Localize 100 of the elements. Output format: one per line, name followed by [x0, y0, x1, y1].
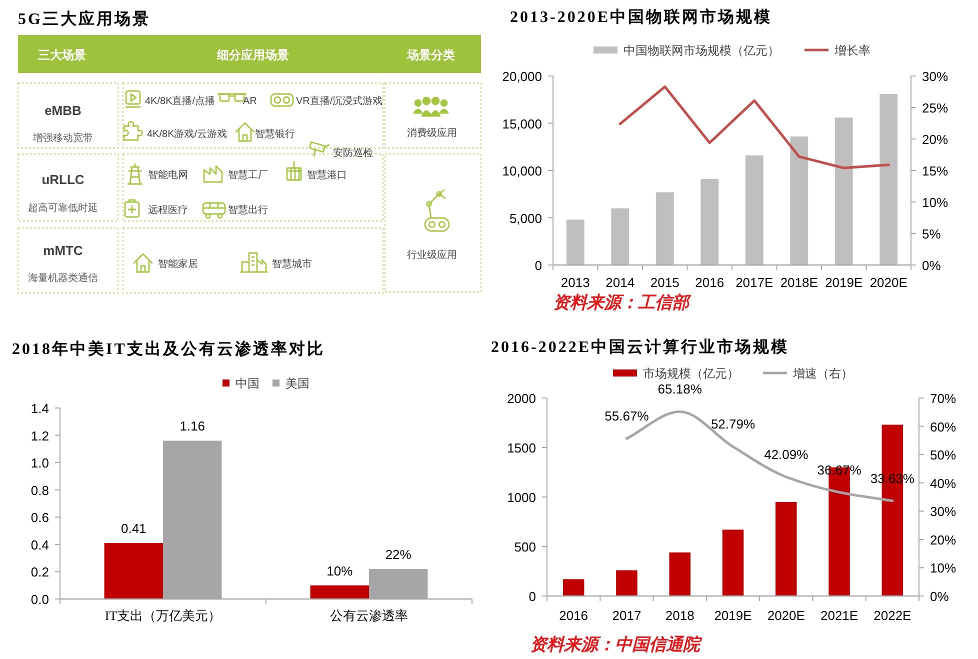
text: mMTC [43, 243, 84, 258]
y-tick-label: 1.0 [30, 456, 49, 471]
chart-title: 2018年中美IT支出及公有云渗透率对比 [12, 339, 325, 358]
bar [745, 155, 764, 265]
chart-title: 2016-2022E中国云计算行业市场规模 [491, 338, 789, 356]
legend-label: 中国 [236, 376, 260, 390]
text: 智慧港口 [307, 169, 347, 181]
y-tick-label: 0.6 [30, 510, 49, 526]
text: VR直播/沉浸式游戏 [296, 95, 383, 107]
legend-label: 增长率 [834, 44, 870, 58]
y-tick-label: 0.2 [30, 564, 49, 580]
y2-tick-label: 70% [930, 391, 956, 406]
x-tick-label: 2013 [560, 275, 590, 290]
data-label: 65.18% [658, 382, 702, 397]
text: 智慧城市 [272, 258, 312, 270]
text: 海量机器类通信 [28, 272, 98, 284]
y2-tick-label: 20% [930, 532, 956, 548]
text: 消费级应用 [407, 127, 457, 139]
bar [616, 570, 638, 596]
text: eMBB [44, 103, 82, 118]
y-tick-label: 1.4 [30, 401, 49, 416]
y-tick-label: 10,000 [502, 164, 542, 178]
bar [656, 192, 674, 265]
x-tick-label: 2015 [650, 275, 680, 290]
text: 智慧出行 [228, 204, 268, 216]
text: 行业级应用 [407, 249, 457, 261]
y2-tick-label: 5% [922, 226, 942, 242]
x-tick-label: 2017E [736, 275, 774, 290]
line-series [618, 85, 890, 170]
text: 智能电网 [148, 169, 188, 181]
y2-tick-label: 0% [922, 258, 942, 273]
y-tick-label: 2000 [507, 391, 536, 406]
text: 细分应用场景 [216, 48, 289, 62]
y2-tick-label: 40% [930, 476, 956, 491]
x-tick-label: 2019E [714, 608, 752, 623]
bar [566, 220, 584, 265]
data-label: 22% [385, 546, 412, 562]
text: 远程医疗 [148, 204, 188, 216]
y-tick-label: 20,000 [502, 69, 542, 84]
x-tick-label: 2018E [780, 275, 818, 290]
y-tick-label: 500 [514, 540, 536, 554]
y-tick-label: 0 [534, 258, 542, 273]
text: 智慧工厂 [228, 169, 268, 181]
x-tick-label: 2018 [665, 608, 694, 623]
x-tick-label: 2022E [874, 608, 912, 623]
text: AR [243, 96, 257, 107]
text: uRLLC [42, 172, 85, 187]
x-tick-label: 2017 [612, 608, 642, 623]
text: 5G三大应用场景 [18, 9, 150, 28]
data-label: 0.41 [120, 521, 146, 536]
x-tick-label: 2016 [559, 608, 588, 623]
x-tick-label: 2020E [767, 608, 806, 623]
bar [611, 208, 630, 265]
bar [834, 118, 853, 265]
y2-tick-label: 25% [922, 100, 948, 116]
x-tick-label: 2014 [606, 275, 635, 290]
bar [776, 502, 797, 596]
bar [104, 543, 163, 599]
text: 智能家居 [158, 258, 198, 270]
y2-tick-label: 50% [930, 448, 956, 463]
y2-tick-label: 60% [930, 419, 956, 434]
y-tick-label: 0 [528, 589, 536, 604]
y-tick-label: 0.4 [30, 537, 49, 552]
y-tick-label: 1000 [507, 490, 536, 505]
data-label: 10% [326, 563, 354, 578]
chart-title: 2013-2020E中国物联网市场规模 [510, 8, 772, 26]
y2-tick-label: 0% [930, 589, 950, 604]
bar [669, 552, 690, 596]
y-tick-label: 0.0 [30, 592, 49, 607]
y-tick-label: 1.2 [30, 428, 49, 444]
data-label: 52.79% [710, 416, 756, 432]
y-tick-label: 0.8 [30, 482, 49, 498]
x-tick-label: 2021E [820, 608, 858, 623]
text: 场景分类 [406, 48, 455, 62]
y2-tick-label: 10% [922, 195, 948, 210]
data-label: 1.16 [180, 418, 206, 434]
legend-label: 增速（右） [792, 366, 853, 380]
y-tick-label: 15,000 [502, 116, 542, 132]
legend-label: 中国物联网市场规模（亿元） [624, 44, 780, 58]
y-tick-label: 1500 [507, 440, 536, 456]
x-tick-label: IT支出（万亿美元） [104, 608, 222, 623]
legend-label: 市场规模（亿元） [643, 366, 739, 380]
y2-tick-label: 30% [930, 504, 956, 520]
text: 4K/8K直播/点播 [145, 95, 216, 107]
y2-tick-label: 15% [922, 164, 948, 178]
text: 4K/8K游戏/云游戏 [147, 128, 228, 140]
text: 增强移动宽带 [32, 132, 93, 144]
text: 资料来源：中国信通院 [530, 635, 703, 654]
y2-tick-label: 10% [930, 560, 956, 576]
text: 三大场景 [38, 48, 86, 62]
x-tick-label: 2020E [870, 275, 908, 290]
y-tick-label: 5,000 [509, 210, 542, 226]
text: 超高可靠低时延 [28, 202, 98, 214]
data-label: 42.09% [764, 446, 809, 462]
legend-label: 美国 [286, 376, 310, 390]
y2-tick-label: 30% [922, 69, 948, 84]
text: 智慧银行 [255, 128, 295, 140]
bar [700, 179, 719, 265]
bar [880, 94, 898, 265]
x-tick-label: 2016 [695, 275, 724, 290]
